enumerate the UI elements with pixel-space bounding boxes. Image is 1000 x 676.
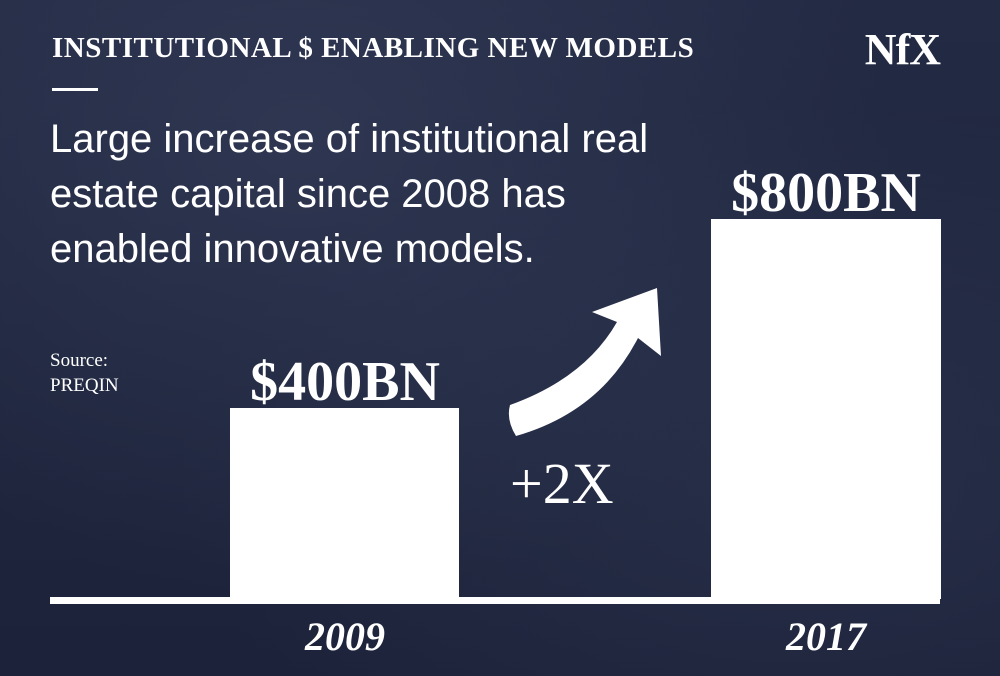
chart-subtitle: Large increase of institutional real est… [50,117,649,271]
page-title: INSTITUTIONAL $ ENABLING NEW MODELS [52,32,695,64]
bar-value-label-2009: $400BN [250,351,440,413]
nfx-logo: NfX [864,25,941,74]
bar-2017 [711,219,941,599]
growth-label: +2X [510,451,614,516]
bar-2009 [230,408,459,599]
bars-layer: $400BN 2009 $800BN 2017 [230,162,941,659]
chart-baseline [50,597,940,604]
source-label: Source: [50,350,109,371]
title-divider [52,88,98,91]
source-name: PREQIN [50,375,119,396]
bar-value-label-2017: $800BN [731,162,921,224]
growth-arrow-icon [508,288,661,436]
source-note: Source: PREQIN [50,348,119,398]
category-label-2017: 2017 [785,614,868,659]
category-label-2009: 2009 [304,614,385,659]
